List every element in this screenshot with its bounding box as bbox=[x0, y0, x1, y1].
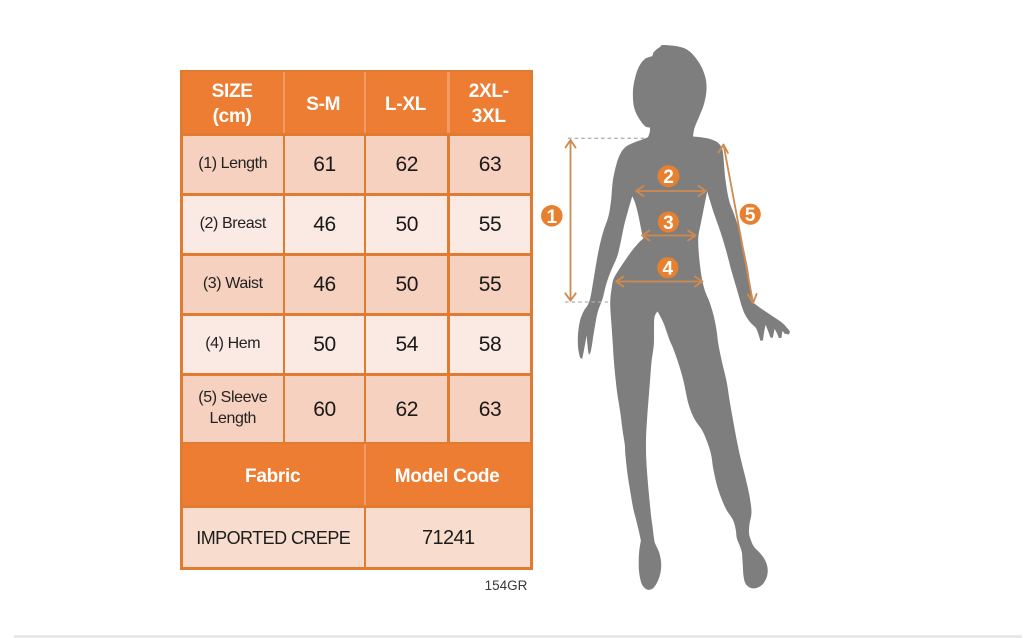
svg-text:3: 3 bbox=[663, 213, 674, 234]
svg-text:1: 1 bbox=[547, 207, 558, 228]
svg-text:2: 2 bbox=[663, 167, 674, 188]
svg-text:5: 5 bbox=[745, 205, 756, 226]
svg-text:4: 4 bbox=[663, 259, 674, 280]
